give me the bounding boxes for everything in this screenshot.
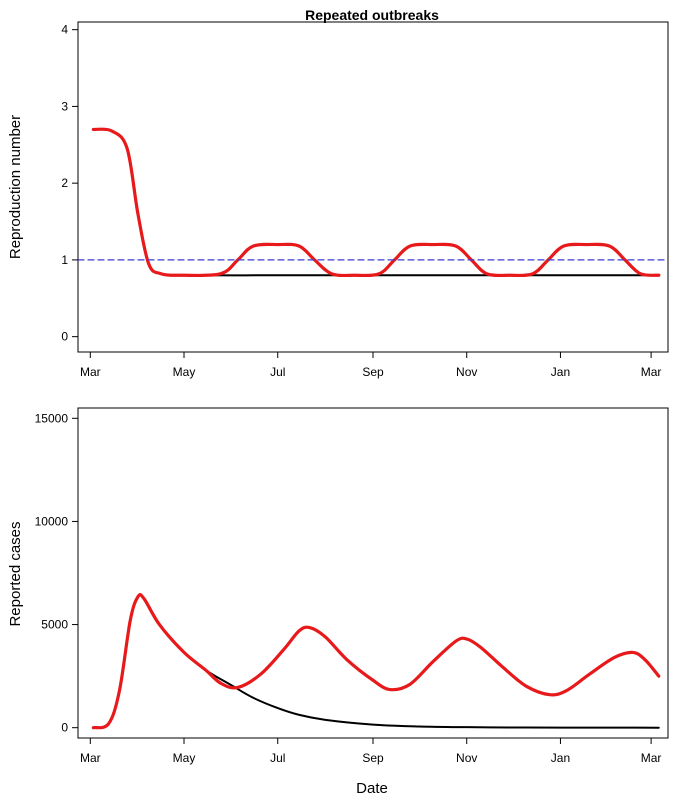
x-tick-label: Mar [80,365,101,379]
reproduction-number-red-line [91,127,661,278]
x-tick-label: Nov [456,751,477,765]
x-tick-label: Jul [270,365,285,379]
y-tick-label: 3 [61,99,68,113]
x-tick-label: Nov [456,365,477,379]
reported-cases-ylabel: Reported cases [7,521,24,626]
y-tick-label: 1 [61,253,68,267]
y-tick-label: 5000 [41,618,68,632]
plot-title: Repeated outbreaks [305,7,439,23]
x-tick-label: Sep [362,751,384,765]
x-tick-label: Mar [641,365,662,379]
x-tick-label: Mar [80,751,101,765]
reproduction-number-black-line [92,128,660,277]
x-tick-label: May [173,365,196,379]
reported-cases-panel: Reported cases Mar May Jul Sep Nov Jan Mar 0 500… [7,407,669,765]
y-tick-label: 4 [61,23,68,37]
x-tick-label: Jul [270,751,285,765]
y-tick-label: 10000 [35,514,69,528]
x-tick-label: Jan [551,751,570,765]
reproduction-number-ylabel: Reproduction number [7,115,24,259]
reported-cases-red-line [91,592,661,730]
reported-cases-black-line [92,593,660,729]
x-tick-label: May [173,751,196,765]
reported-cases-plot-frame [77,407,669,739]
y-tick-label: 2 [61,176,68,190]
date-xlabel: Date [356,780,388,797]
reproduction-number-panel: Reproduction number Mar May Jul Sep Nov Jan Ma… [7,21,669,379]
reproduction-number-plot-frame [77,21,669,353]
y-tick-label: 0 [61,721,68,735]
y-tick-label: 15000 [35,411,69,425]
x-tick-label: Sep [362,365,384,379]
y-tick-label: 0 [61,330,68,344]
x-tick-label: Jan [551,365,570,379]
x-tick-label: Mar [641,751,662,765]
